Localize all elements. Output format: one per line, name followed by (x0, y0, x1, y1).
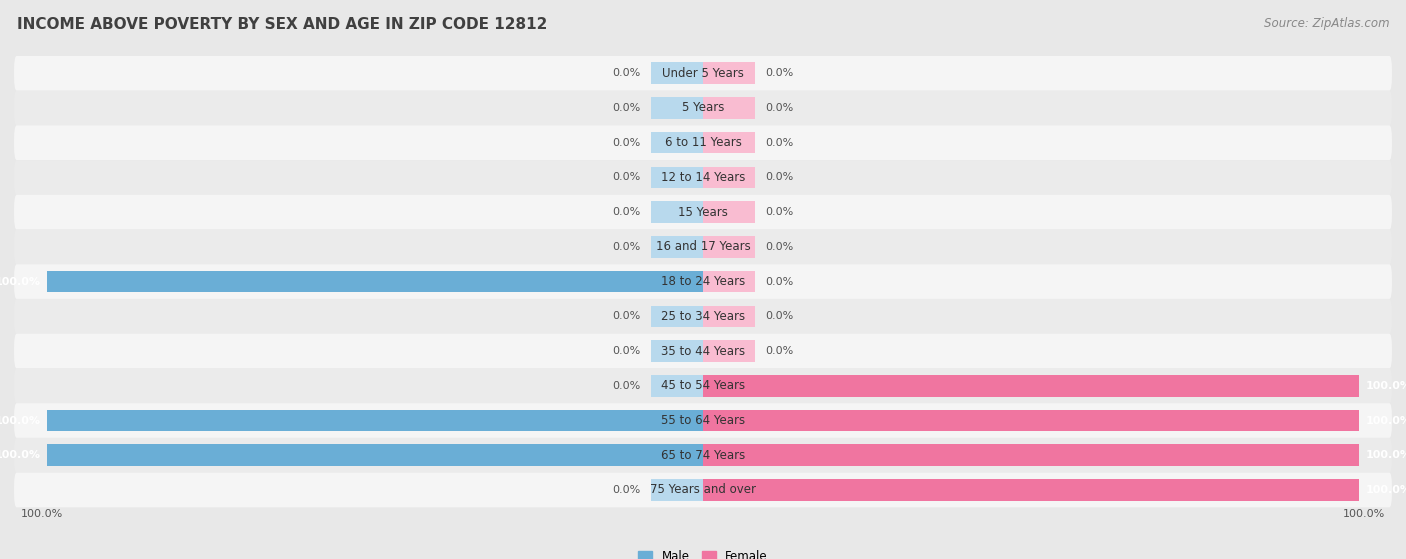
Bar (651, 236, 703, 258)
Text: 35 to 44 Years: 35 to 44 Years (661, 344, 745, 358)
Bar (703, 340, 755, 362)
Bar (46, 410, 703, 432)
Bar (46, 410, 703, 432)
Text: 0.0%: 0.0% (613, 311, 641, 321)
Bar (703, 375, 755, 396)
Text: 0.0%: 0.0% (613, 207, 641, 217)
Text: 0.0%: 0.0% (613, 138, 641, 148)
Bar (651, 63, 703, 84)
Bar (46, 444, 703, 466)
Bar (703, 306, 755, 327)
FancyBboxPatch shape (14, 91, 1392, 125)
Bar (46, 271, 703, 292)
Bar (651, 167, 703, 188)
Bar (46, 271, 703, 292)
Text: 75 Years and over: 75 Years and over (650, 484, 756, 496)
Bar (703, 97, 755, 119)
Text: 0.0%: 0.0% (765, 68, 793, 78)
Text: 100.0%: 100.0% (0, 277, 41, 287)
Text: 16 and 17 Years: 16 and 17 Years (655, 240, 751, 253)
Bar (703, 63, 755, 84)
Bar (703, 444, 755, 466)
FancyBboxPatch shape (14, 472, 1392, 508)
Text: 25 to 34 Years: 25 to 34 Years (661, 310, 745, 323)
Bar (651, 306, 703, 327)
Text: 6 to 11 Years: 6 to 11 Years (665, 136, 741, 149)
Bar (703, 479, 755, 501)
Text: 0.0%: 0.0% (613, 242, 641, 252)
Text: 0.0%: 0.0% (765, 277, 793, 287)
FancyBboxPatch shape (14, 403, 1392, 438)
Text: 0.0%: 0.0% (613, 103, 641, 113)
FancyBboxPatch shape (14, 230, 1392, 264)
Text: 0.0%: 0.0% (613, 485, 641, 495)
Bar (651, 201, 703, 223)
Bar (651, 444, 703, 466)
Bar (703, 236, 755, 258)
Bar (651, 271, 703, 292)
FancyBboxPatch shape (14, 125, 1392, 160)
FancyBboxPatch shape (14, 299, 1392, 334)
Bar (703, 375, 1360, 396)
Bar (651, 340, 703, 362)
FancyBboxPatch shape (14, 56, 1392, 91)
Text: 55 to 64 Years: 55 to 64 Years (661, 414, 745, 427)
Text: 100.0%: 100.0% (1365, 450, 1406, 460)
Text: 18 to 24 Years: 18 to 24 Years (661, 275, 745, 288)
FancyBboxPatch shape (14, 195, 1392, 230)
Bar (651, 132, 703, 154)
Text: 100.0%: 100.0% (1365, 485, 1406, 495)
Text: 100.0%: 100.0% (0, 415, 41, 425)
Bar (703, 479, 1360, 501)
Bar (651, 97, 703, 119)
FancyBboxPatch shape (14, 438, 1392, 472)
Bar (703, 410, 755, 432)
Text: 100.0%: 100.0% (0, 450, 41, 460)
Text: 0.0%: 0.0% (613, 68, 641, 78)
Bar (703, 410, 1360, 432)
Text: 0.0%: 0.0% (765, 346, 793, 356)
Text: 0.0%: 0.0% (613, 381, 641, 391)
Bar (46, 444, 703, 466)
FancyBboxPatch shape (14, 160, 1392, 195)
Text: 0.0%: 0.0% (765, 242, 793, 252)
Bar (703, 271, 755, 292)
Text: 0.0%: 0.0% (613, 346, 641, 356)
Text: 12 to 14 Years: 12 to 14 Years (661, 171, 745, 184)
Bar (703, 201, 755, 223)
Text: 15 Years: 15 Years (678, 206, 728, 219)
Text: Under 5 Years: Under 5 Years (662, 67, 744, 80)
FancyBboxPatch shape (14, 334, 1392, 368)
Bar (651, 375, 703, 396)
Text: Source: ZipAtlas.com: Source: ZipAtlas.com (1264, 17, 1389, 30)
Text: 0.0%: 0.0% (765, 311, 793, 321)
Text: 100.0%: 100.0% (1343, 509, 1385, 519)
Text: 0.0%: 0.0% (765, 103, 793, 113)
Bar (651, 479, 703, 501)
Text: 100.0%: 100.0% (1365, 415, 1406, 425)
Legend: Male, Female: Male, Female (638, 551, 768, 559)
Text: 100.0%: 100.0% (1365, 381, 1406, 391)
Text: 0.0%: 0.0% (765, 138, 793, 148)
Bar (703, 444, 1360, 466)
FancyBboxPatch shape (14, 368, 1392, 403)
Bar (703, 132, 755, 154)
Text: 0.0%: 0.0% (765, 172, 793, 182)
Text: 65 to 74 Years: 65 to 74 Years (661, 449, 745, 462)
FancyBboxPatch shape (14, 264, 1392, 299)
Text: 100.0%: 100.0% (21, 509, 63, 519)
Text: 0.0%: 0.0% (613, 172, 641, 182)
Text: 0.0%: 0.0% (765, 207, 793, 217)
Text: 5 Years: 5 Years (682, 102, 724, 115)
Text: INCOME ABOVE POVERTY BY SEX AND AGE IN ZIP CODE 12812: INCOME ABOVE POVERTY BY SEX AND AGE IN Z… (17, 17, 547, 32)
Bar (651, 410, 703, 432)
Bar (703, 167, 755, 188)
Text: 45 to 54 Years: 45 to 54 Years (661, 380, 745, 392)
